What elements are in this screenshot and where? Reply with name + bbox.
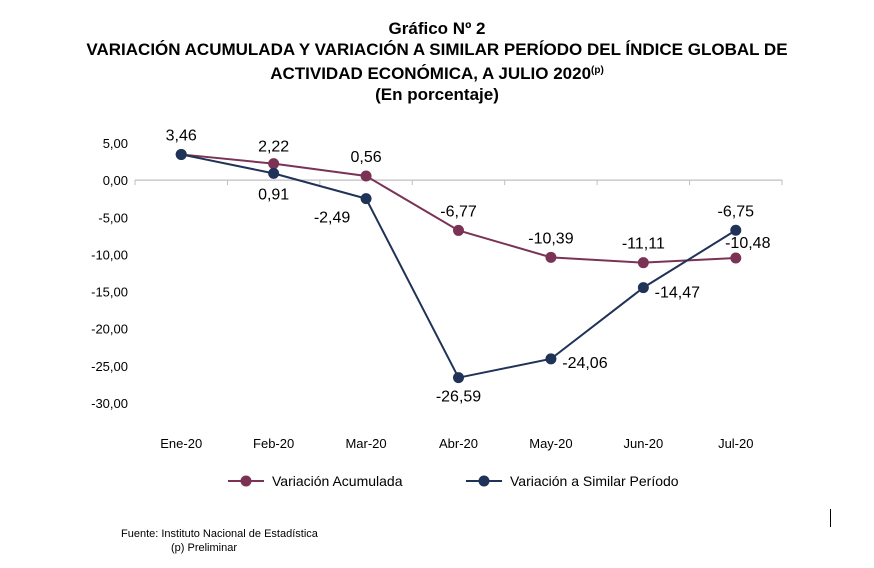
data-label: -14,47 <box>655 285 700 302</box>
data-label: -11,11 <box>622 236 665 253</box>
x-tick-label: Abr-20 <box>439 436 478 451</box>
x-tick-label: Jul-20 <box>718 436 753 451</box>
data-point <box>360 170 372 182</box>
x-tick-label: Ene-20 <box>160 436 202 451</box>
data-label: -2,49 <box>314 210 351 227</box>
y-tick-label: -30,00 <box>91 396 128 411</box>
data-point <box>453 224 464 236</box>
data-point <box>730 252 742 264</box>
x-tick-label: Mar-20 <box>345 436 386 451</box>
preliminary-note: (p) Preliminar <box>171 542 238 554</box>
data-label: -6,77 <box>440 203 477 220</box>
data-point <box>730 224 742 236</box>
data-label: -10,39 <box>528 230 573 247</box>
source-text: Fuente: Instituto Nacional de Estadístic… <box>121 528 318 540</box>
legend-label: Variación Acumulada <box>272 473 403 489</box>
x-tick-label: May-20 <box>529 436 572 451</box>
chart-title-line-2-text: ACTIVIDAD ECONÓMICA, A JULIO 2020 <box>270 64 592 83</box>
data-point <box>268 158 280 170</box>
data-label: 3,46 <box>166 127 197 144</box>
data-label: 0,91 <box>258 186 289 203</box>
x-tick-label: Feb-20 <box>253 436 294 451</box>
title-superscript: (p) <box>591 65 604 76</box>
y-tick-label: 0,00 <box>103 173 128 188</box>
data-point <box>453 372 464 384</box>
data-label: -26,59 <box>436 389 481 406</box>
y-tick-label: 5,00 <box>103 136 128 151</box>
y-tick-label: -25,00 <box>91 359 128 374</box>
figure-label: Gráfico Nº 2 <box>388 19 486 38</box>
data-point <box>545 353 557 365</box>
y-tick-label: -15,00 <box>91 285 128 300</box>
data-point <box>637 257 649 269</box>
data-label: -24,06 <box>562 355 607 372</box>
chart-title-line-1: VARIACIÓN ACUMULADA Y VARIACIÓN A SIMILA… <box>86 40 788 59</box>
legend-label: Variación a Similar Período <box>510 473 679 489</box>
data-point <box>637 282 649 294</box>
y-tick-label: -10,00 <box>91 247 128 262</box>
legend-marker <box>240 475 252 487</box>
y-tick-label: -20,00 <box>91 322 128 337</box>
y-tick-label: -5,00 <box>98 210 128 225</box>
source-note: Fuente: Instituto Nacional de Estadístic… <box>121 527 318 555</box>
legend-marker <box>478 475 490 487</box>
chart-title-block: Gráfico Nº 2 VARIACIÓN ACUMULADA Y VARIA… <box>0 18 874 105</box>
data-label: 0,56 <box>351 149 382 166</box>
chart-subtitle: (En porcentaje) <box>375 85 499 104</box>
text-cursor <box>830 509 831 527</box>
data-point <box>175 148 187 160</box>
data-point <box>545 251 557 263</box>
chart-title-line-2: ACTIVIDAD ECONÓMICA, A JULIO 2020(p) <box>0 60 874 84</box>
data-point <box>360 193 372 205</box>
data-point <box>268 167 280 179</box>
data-label: 2,22 <box>258 139 289 156</box>
x-tick-label: Jun-20 <box>623 436 663 451</box>
data-label: -6,75 <box>718 203 755 220</box>
data-label: -10,48 <box>725 235 770 252</box>
